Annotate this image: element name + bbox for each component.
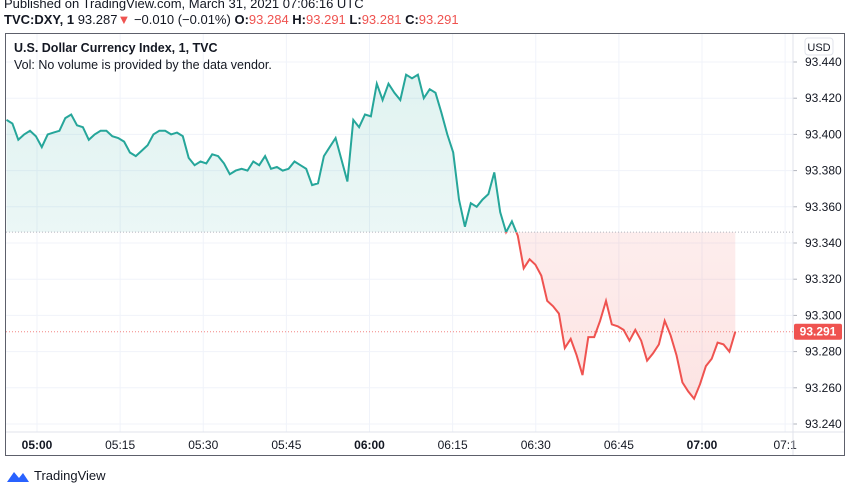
x-tick-label: 06:15 bbox=[438, 438, 468, 452]
last-price-label: 93.291 bbox=[800, 325, 837, 339]
x-tick-label: 05:30 bbox=[188, 438, 218, 452]
close-label: C: bbox=[405, 12, 419, 27]
open-value: 93.284 bbox=[248, 12, 289, 27]
price-line-down bbox=[505, 232, 737, 401]
last-price: 93.287 bbox=[77, 12, 118, 27]
high-value: 93.291 bbox=[306, 12, 346, 27]
area-fill-above-baseline bbox=[6, 74, 736, 233]
y-tick-label: 93.360 bbox=[805, 200, 842, 214]
down-arrow-icon: ▼ bbox=[117, 12, 131, 27]
x-tick-label: 05:45 bbox=[271, 438, 301, 452]
y-tick-label: 93.240 bbox=[805, 417, 842, 431]
legend-title: U.S. Dollar Currency Index, 1, TVC bbox=[14, 41, 218, 55]
footer-brand: TradingView bbox=[6, 468, 106, 483]
x-tick-label: 05:15 bbox=[105, 438, 135, 452]
legend-volume: Vol: No volume is provided by the data v… bbox=[14, 58, 272, 72]
close-value: 93.291 bbox=[418, 12, 459, 27]
brand-label: TradingView bbox=[34, 468, 106, 483]
y-tick-label: 93.300 bbox=[805, 308, 842, 322]
x-tick-label: 07:00 bbox=[687, 438, 718, 452]
x-tick-label: 06:45 bbox=[604, 438, 634, 452]
currency-label: USD bbox=[807, 42, 830, 54]
area-fill-below-baseline bbox=[6, 232, 736, 399]
x-tick-label: 05:00 bbox=[22, 438, 53, 452]
y-tick-label: 93.320 bbox=[805, 272, 842, 286]
price-line-up bbox=[5, 73, 518, 233]
y-tick-label: 93.260 bbox=[805, 381, 842, 395]
low-label: L: bbox=[349, 12, 362, 27]
x-tick-label: 06:00 bbox=[354, 438, 385, 452]
y-tick-label: 93.380 bbox=[805, 164, 842, 178]
open-label: O: bbox=[234, 12, 249, 27]
published-caption: Published on TradingView.com, March 31, … bbox=[4, 0, 364, 11]
high-label: H: bbox=[292, 12, 307, 27]
y-tick-label: 93.340 bbox=[805, 236, 842, 250]
y-tick-label: 93.400 bbox=[805, 127, 842, 141]
symbol-label: TVC:DXY, 1 bbox=[4, 12, 75, 27]
tradingview-logo-icon bbox=[7, 471, 29, 482]
y-tick-label: 93.280 bbox=[805, 345, 842, 359]
y-tick-label: 93.440 bbox=[805, 55, 842, 69]
low-value: 93.281 bbox=[361, 12, 402, 27]
x-tick-label: 06:30 bbox=[521, 438, 551, 452]
last-price-badge bbox=[794, 323, 842, 340]
currency-button[interactable] bbox=[804, 37, 834, 56]
x-tick-label: 07:1 bbox=[773, 438, 797, 452]
y-tick-label: 93.420 bbox=[805, 91, 842, 105]
price-change: −0.010 (−0.01%) bbox=[133, 12, 231, 27]
symbol-ohlc-bar: TVC:DXY, 1 93.287▼ −0.010 (−0.01%) O:93.… bbox=[4, 12, 459, 27]
chart-frame bbox=[5, 33, 845, 456]
